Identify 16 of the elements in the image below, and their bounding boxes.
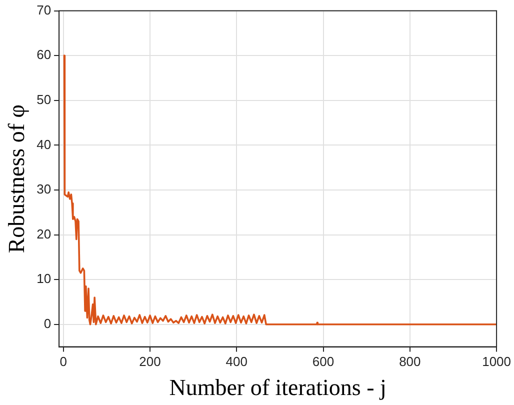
- y-tick-label: 70: [36, 2, 52, 18]
- x-tick-label: 0: [60, 354, 68, 370]
- y-tick-label: 20: [36, 226, 52, 242]
- x-tick-label: 200: [139, 354, 161, 370]
- y-tick-label: 40: [36, 136, 52, 152]
- x-tick-label: 1000: [482, 354, 511, 370]
- y-axis-title: Robustness of φ: [4, 104, 29, 254]
- x-tick-label: 400: [226, 354, 248, 370]
- x-tick-label: 600: [312, 354, 334, 370]
- y-tick-label: 60: [36, 47, 52, 62]
- y-tick-label: 50: [36, 92, 52, 107]
- x-tick-label: 800: [399, 354, 421, 370]
- x-axis-title: Number of iterations - j: [169, 375, 386, 400]
- y-tick-label: 30: [36, 182, 52, 197]
- y-tick-label: 0: [44, 316, 52, 331]
- y-tick-label: 10: [36, 271, 52, 286]
